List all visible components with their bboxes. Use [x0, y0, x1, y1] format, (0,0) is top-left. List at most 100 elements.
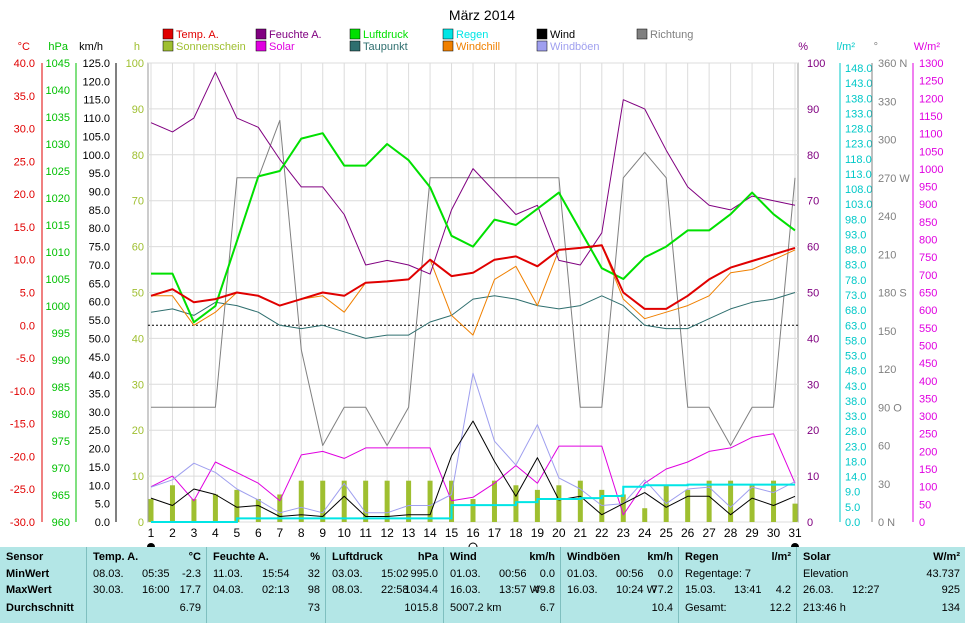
solar-tick-label: 600: [919, 305, 937, 317]
direction-tick-label: 90 O: [878, 402, 902, 414]
x-tick-label: 31: [788, 526, 802, 540]
humidity-tick-label: 40: [807, 333, 819, 345]
humidity-tick-label: 100: [807, 58, 825, 70]
sunshine-bar: [706, 480, 712, 522]
stat-value: -2.3: [182, 568, 201, 580]
series-lines: [148, 71, 798, 523]
sunshine-bar: [384, 480, 390, 522]
direction-tick-label: 240: [878, 211, 896, 223]
x-tick-label: 27: [702, 526, 716, 540]
rain-tick-label: 128.0: [845, 124, 873, 136]
rain-tick-label: 103.0: [845, 199, 873, 211]
direction-tick-label: 30: [878, 479, 890, 491]
sunshine-bar: [320, 480, 326, 522]
pressure-tick-label: 1035: [46, 112, 70, 124]
stat-cell: 08.03.: [332, 584, 363, 596]
humidity-tick-label: 50: [807, 288, 819, 300]
rain-tick-label: 5.0: [845, 502, 860, 514]
rain-tick-label: 68.0: [845, 305, 866, 317]
rain-tick-label: 14.0: [845, 472, 866, 484]
stat-cell: 12:27: [852, 584, 880, 596]
stat-cell: 16.03.: [567, 584, 598, 596]
solar-tick-label: 1000: [919, 164, 943, 176]
pressure-tick-label: 960: [52, 517, 70, 529]
temp-tick-label: -10.0: [10, 386, 35, 398]
sunshine-bar: [212, 494, 218, 522]
direction-tick-label: 180 S: [878, 288, 907, 300]
direction-tick-label: 300: [878, 135, 896, 147]
series-gusts-line: [150, 372, 796, 514]
statistics-table: Sensor MinWert MaxWert Durchschnitt Temp. A.…: [0, 547, 965, 623]
x-tick-label: 28: [724, 526, 738, 540]
solar-tick-label: 500: [919, 340, 937, 352]
direction-tick-label: 330: [878, 96, 896, 108]
sunshine-bar: [771, 480, 777, 522]
stat-value: 12.2: [769, 602, 791, 614]
rain-tick-label: 88.0: [845, 245, 866, 257]
solar-tick-label: 1150: [919, 111, 943, 123]
direction-tick-label: 120: [878, 364, 896, 376]
x-tick-label: 29: [745, 526, 759, 540]
rain-tick-label: 118.0: [845, 154, 872, 166]
pressure-unit: hPa: [48, 41, 68, 53]
x-tick-label: 22: [595, 526, 609, 540]
stat-value: 1015.8: [404, 602, 438, 614]
column-unit: W/m²: [933, 551, 960, 563]
solar-tick-label: 800: [919, 235, 937, 247]
solar-tick-label: 150: [919, 464, 937, 476]
direction-unit: °: [874, 41, 878, 53]
stat-value: 17.7: [179, 584, 201, 596]
rain-tick-label: 148.0: [845, 63, 873, 75]
legend-swatch: [442, 40, 454, 52]
temp-tick-label: 10.0: [14, 255, 35, 267]
x-tick-label: 4: [212, 526, 219, 540]
stat-cell: 13:41: [734, 584, 762, 596]
direction-tick-label: 210: [878, 249, 896, 261]
rain-tick-label: 9.0: [845, 487, 860, 499]
wind-tick-label: 10.0: [89, 480, 110, 492]
stat-value: 0.0: [657, 568, 673, 580]
direction-tick-label: 60: [878, 441, 890, 453]
pressure-tick-label: 970: [52, 463, 70, 475]
wind-tick-label: 105.0: [82, 131, 110, 143]
pressure-tick-label: 1015: [46, 220, 70, 232]
pressure-tick-label: 1030: [46, 139, 70, 151]
x-tick-label: 18: [509, 526, 523, 540]
new-moon-icon: [791, 543, 799, 547]
solar-tick-label: 1250: [919, 76, 943, 88]
rain-tick-label: 33.0: [845, 411, 866, 423]
x-tick-label: 19: [531, 526, 545, 540]
stat-value: 0.0: [539, 568, 555, 580]
wind-tick-label: 55.0: [89, 315, 110, 327]
column-unit: l/m²: [771, 551, 791, 563]
series-rain-line: [151, 483, 795, 523]
rain-tick-label: 43.0: [845, 381, 866, 393]
column-header: Windböen: [567, 551, 621, 563]
stat-cell: 02:13: [262, 584, 290, 596]
wind-tick-label: 95.0: [89, 168, 110, 180]
rain-tick-label: 138.0: [845, 93, 873, 105]
direction-tick-label: 0 N: [878, 517, 895, 529]
stat-value: 995.0: [410, 568, 438, 580]
row-label: Durchschnitt: [6, 602, 74, 614]
stat-cell: Gesamt:: [685, 602, 727, 614]
solar-tick-label: 950: [919, 182, 937, 194]
stat-value: 6.79: [179, 602, 201, 614]
humidity-tick-label: 70: [807, 196, 819, 208]
legend-label: Windböen: [550, 41, 600, 53]
solar-tick-label: 1050: [919, 146, 943, 158]
solar-tick-label: 100: [919, 482, 937, 494]
x-tick-label: 20: [552, 526, 566, 540]
legend-label: Taupunkt: [363, 41, 408, 53]
stat-value: 32: [307, 568, 320, 580]
solar-tick-label: 0: [919, 517, 925, 529]
sunshine-bar: [255, 499, 261, 522]
stat-cell: 30.03.: [93, 584, 124, 596]
stat-cell: 213:46 h: [803, 602, 846, 614]
sunshine-bar: [642, 508, 648, 522]
pressure-tick-label: 1005: [46, 274, 70, 286]
temp-tick-label: 20.0: [14, 189, 35, 201]
stat-cell: Elevation: [803, 568, 849, 580]
stat-value: 4.2: [775, 584, 791, 596]
pressure-tick-label: 990: [52, 355, 70, 367]
